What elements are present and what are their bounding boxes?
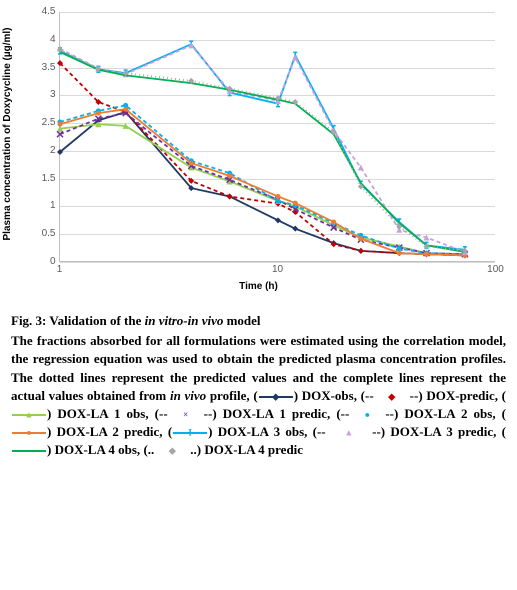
gridline	[60, 234, 495, 235]
series-DOX-LA2-predic	[60, 12, 495, 261]
legend-chip: ●	[350, 410, 384, 420]
y-tick-label: 3	[50, 88, 60, 102]
x-tick-label: 100	[487, 261, 504, 277]
series-DOX-LA3-predic	[60, 12, 495, 261]
series-DOX-LA4-obs	[60, 12, 495, 261]
series-DOX-LA2-obs	[60, 12, 495, 261]
legend-chip: ●	[12, 428, 46, 438]
gridline	[60, 95, 495, 96]
x-axis-label: Time (h)	[239, 280, 278, 294]
legend-chip: ×	[169, 410, 203, 420]
x-tick-label: 10	[272, 261, 283, 277]
legend-chip: ◆	[375, 392, 409, 402]
caption-title: Fig. 3: Validation of the in vitro-in vi…	[11, 312, 506, 330]
gridline	[60, 123, 495, 124]
y-tick-label: 4	[50, 33, 60, 47]
legend-chip: I	[173, 428, 207, 438]
y-tick-label: 0.5	[42, 227, 60, 241]
gridline	[60, 40, 495, 41]
series-DOX-LA3-obs	[60, 12, 495, 261]
caption-fig-label: Fig. 3: Validation of the	[11, 313, 145, 328]
y-tick-label: 2.5	[42, 116, 60, 130]
legend-chip: ▲	[12, 410, 46, 420]
gridline	[60, 68, 495, 69]
y-tick-label: 3.5	[42, 61, 60, 75]
legend-chip: ▲	[332, 428, 366, 438]
series-DOX-LA1-predic	[60, 12, 495, 261]
y-axis-label: Plasma concentration of Doxycycline (µg/…	[1, 27, 15, 240]
y-tick-label: 4.5	[42, 5, 60, 19]
caption-body: The fractions absorbed for all formulati…	[11, 332, 506, 459]
series-DOX-obs	[60, 12, 495, 261]
plot-area: 00.511.522.533.544.5110100	[59, 12, 495, 262]
legend-chip	[12, 446, 46, 456]
series-DOX-LA1-obs	[60, 12, 495, 261]
x-tick-label: 1	[57, 261, 63, 277]
series-DOX-predic	[60, 12, 495, 261]
y-tick-label: 1	[50, 199, 60, 213]
legend-chip: ◆	[155, 446, 189, 456]
caption-fig-italic: in vitro-in vivo	[145, 313, 224, 328]
y-tick-label: 1.5	[42, 172, 60, 186]
gridline	[60, 206, 495, 207]
figure-caption: Fig. 3: Validation of the in vitro-in vi…	[0, 302, 517, 460]
gridline	[60, 179, 495, 180]
gridline	[60, 12, 495, 13]
gridline	[60, 151, 495, 152]
series-DOX-LA4-predic	[60, 12, 495, 261]
y-tick-label: 2	[50, 144, 60, 158]
chart-container: Plasma concentration of Doxycycline (µg/…	[9, 6, 509, 302]
legend-chip: ◆	[259, 392, 293, 402]
caption-fig-tail: model	[223, 313, 260, 328]
